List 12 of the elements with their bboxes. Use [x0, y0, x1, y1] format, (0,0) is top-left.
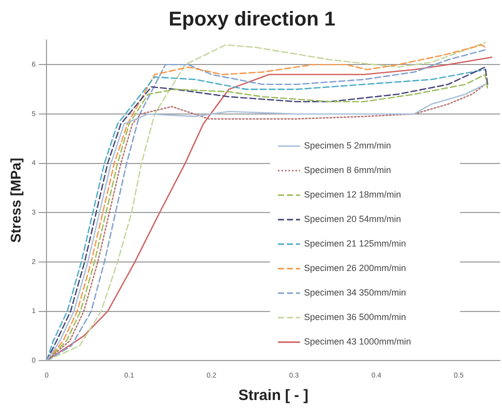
legend-label: Specimen 26 200mm/min	[304, 263, 406, 274]
legend-label: Specimen 43 1000mm/min	[304, 336, 412, 347]
x-axis-title: Strain [ - ]	[238, 387, 308, 404]
legend-label: Specimen 36 500mm/min	[304, 312, 406, 322]
y-axis-title: Stress [MPa]	[7, 158, 24, 243]
chart-title: Epoxy direction 1	[168, 8, 336, 31]
legend-label: Specimen 34 350mm/min	[304, 288, 406, 298]
legend-label: Specimen 12 18mm/min	[304, 190, 402, 200]
legend-label: Specimen 5 2mm/min	[304, 140, 392, 151]
legend-label: Specimen 20 54mm/min	[304, 214, 402, 224]
legend-label: Specimen 21 125mm/min	[304, 238, 406, 249]
legend-label: Specimen 8 6mm/min	[304, 165, 392, 176]
